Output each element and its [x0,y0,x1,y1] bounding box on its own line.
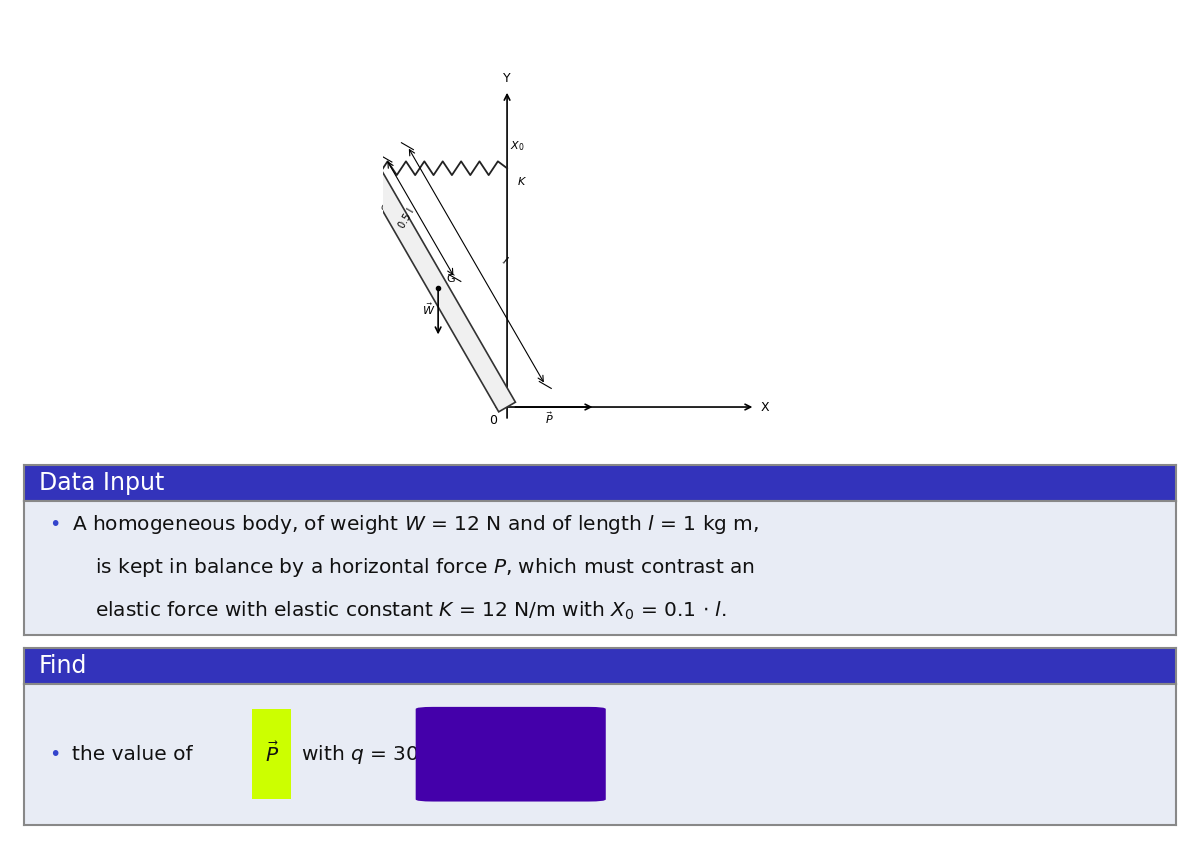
Text: G: G [446,274,455,284]
Text: X: X [761,400,769,414]
Text: Application 20:  Balance: Application 20: Balance [14,20,452,54]
Text: K: K [518,177,526,187]
Text: is kept in balance by a horizontal force $P$, which must contrast an: is kept in balance by a horizontal force… [96,556,756,580]
FancyBboxPatch shape [415,707,606,801]
Text: $\vec{P}$: $\vec{P}$ [546,409,554,426]
Text: Data Input: Data Input [38,471,164,495]
Text: 0: 0 [490,414,497,426]
Text: 0.5 l: 0.5 l [397,206,416,230]
Text: elastic force with elastic constant $K$ = 12 N/m with $X_0$ = 0.1 $\cdot$ $l$.: elastic force with elastic constant $K$ … [96,599,727,622]
Text: Find: Find [38,654,88,678]
Text: A homogeneous body, of weight $W$ = 12 N and of length $l$ = 1 kg m,: A homogeneous body, of weight $W$ = 12 N… [72,514,760,536]
Text: with $q$ = 30°.: with $q$ = 30°. [295,743,434,766]
Text: $\vec{W}$: $\vec{W}$ [422,301,436,317]
Text: •: • [49,744,61,764]
Text: •: • [49,515,61,535]
Text: the value of: the value of [72,744,199,764]
Text: q: q [380,201,388,212]
Text: $l$: $l$ [500,254,510,266]
Text: $\vec{P}$: $\vec{P}$ [265,742,278,766]
Polygon shape [361,163,516,412]
Text: Y: Y [503,72,511,85]
Text: $X_0$: $X_0$ [510,139,524,153]
FancyBboxPatch shape [252,709,292,799]
